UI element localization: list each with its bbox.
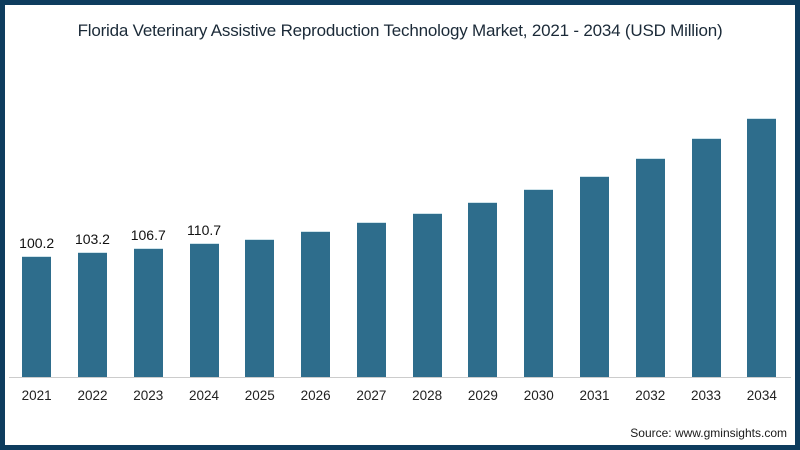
- bar-2022: [77, 252, 107, 377]
- x-tick-label-2026: 2026: [300, 388, 331, 403]
- bar-2032: [635, 158, 665, 377]
- x-tick-label-2030: 2030: [523, 388, 554, 403]
- x-tick-label-2034: 2034: [746, 388, 777, 403]
- bar-2028: [412, 213, 442, 377]
- bar-2021: [22, 256, 52, 377]
- bar-2025: [245, 239, 275, 377]
- bar-value-label-2024: 110.7: [187, 222, 222, 238]
- bar-2034: [747, 118, 777, 377]
- bar-2027: [356, 222, 386, 377]
- x-tick-label-2028: 2028: [412, 388, 443, 403]
- bar-2026: [301, 231, 331, 377]
- plot-area: 100.2 2021 103.2 2022 106.7 2023 110.7 2024 2025…: [5, 5, 795, 445]
- bar-value-label-2023: 106.7: [130, 227, 166, 243]
- x-tick-label-2027: 2027: [356, 388, 387, 403]
- x-tick-label-2025: 2025: [244, 388, 275, 403]
- chart-title: Florida Veterinary Assistive Reproductio…: [77, 21, 723, 40]
- bar-value-label-2022: 103.2: [74, 231, 110, 247]
- bar-2023: [133, 248, 163, 377]
- x-tick-label-2032: 2032: [635, 388, 666, 403]
- bar-2030: [524, 189, 554, 377]
- x-tick-label-2022: 2022: [77, 388, 108, 403]
- bar-2024: [189, 243, 219, 377]
- x-tick-label-2023: 2023: [133, 388, 164, 403]
- x-axis-line: [9, 377, 791, 378]
- x-tick-label-2029: 2029: [467, 388, 498, 403]
- source-credit: Source: www.gminsights.com: [630, 426, 787, 440]
- x-tick-label-2024: 2024: [189, 388, 220, 403]
- bar-2031: [580, 176, 609, 377]
- x-tick-label-2021: 2021: [21, 388, 52, 403]
- bar-value-label-2021: 100.2: [19, 235, 55, 251]
- x-tick-label-2033: 2033: [691, 388, 722, 403]
- x-tick-label-2031: 2031: [579, 388, 610, 403]
- bar-2033: [691, 138, 721, 377]
- bar-2029: [468, 202, 498, 377]
